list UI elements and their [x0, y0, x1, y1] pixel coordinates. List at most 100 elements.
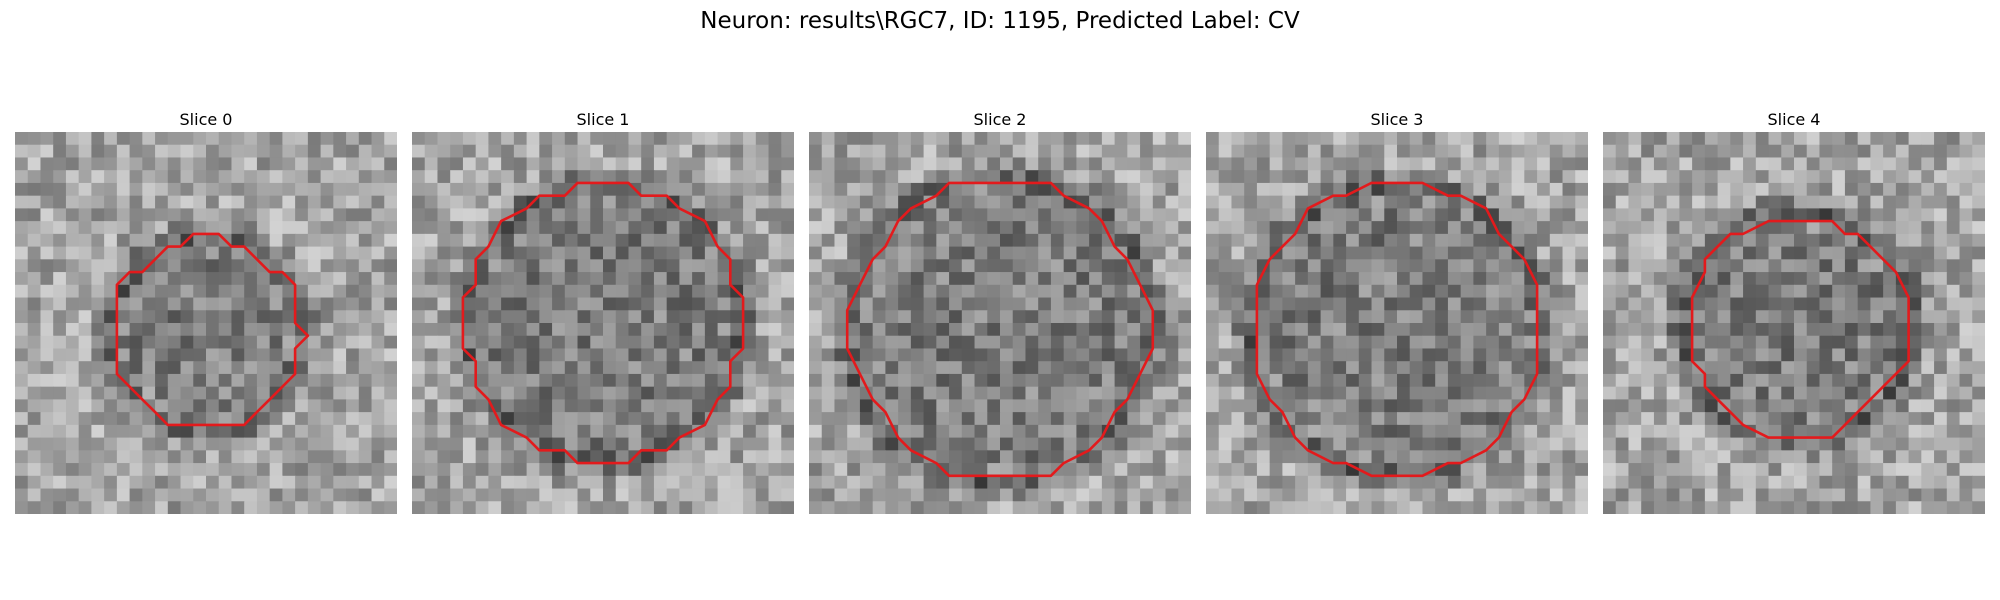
image-pixel: [53, 195, 67, 209]
image-pixel: [1537, 412, 1551, 426]
image-pixel: [821, 259, 836, 273]
image-pixel: [1063, 310, 1077, 324]
image-pixel: [1883, 233, 1897, 248]
image-pixel: [1857, 284, 1871, 299]
image-pixel: [450, 450, 464, 464]
image-pixel: [755, 208, 770, 222]
image-pixel: [987, 284, 1001, 299]
image-pixel: [513, 475, 528, 490]
image-pixel: [1025, 170, 1039, 184]
image-pixel: [1165, 373, 1179, 388]
image-pixel: [193, 297, 207, 311]
image-pixel: [936, 475, 950, 490]
image-pixel: [936, 386, 950, 400]
image-pixel: [488, 501, 502, 514]
image-pixel: [1320, 233, 1334, 248]
image-pixel: [333, 348, 347, 362]
image-pixel: [91, 284, 105, 299]
image-pixel: [628, 297, 642, 311]
image-pixel: [653, 297, 668, 311]
image-pixel: [974, 412, 988, 426]
image-pixel: [78, 246, 92, 260]
image-pixel: [653, 310, 668, 324]
image-pixel: [1704, 310, 1719, 324]
image-pixel: [40, 501, 54, 514]
image-pixel: [244, 157, 258, 171]
image-pixel: [1921, 221, 1935, 235]
image-pixel: [1012, 424, 1027, 439]
image-pixel: [552, 373, 566, 388]
image-pixel: [1653, 348, 1668, 362]
image-pixel: [666, 259, 680, 273]
image-pixel: [167, 463, 182, 477]
image-pixel: [1473, 157, 1487, 171]
image-pixel: [1781, 170, 1795, 184]
image-pixel: [847, 463, 861, 477]
image-pixel: [974, 259, 988, 273]
image-pixel: [1781, 437, 1795, 451]
image-pixel: [1972, 412, 1985, 426]
image-pixel: [768, 182, 782, 197]
image-pixel: [1870, 170, 1884, 184]
image-pixel: [1231, 501, 1245, 514]
image-pixel: [923, 488, 937, 502]
image-pixel: [231, 450, 245, 464]
image-pixel: [1320, 132, 1334, 146]
image-pixel: [949, 157, 963, 171]
image-pixel: [1832, 259, 1846, 273]
slice-title: Slice 1: [576, 110, 630, 129]
image-pixel: [730, 488, 744, 502]
image-pixel: [552, 259, 566, 273]
image-pixel: [1524, 246, 1538, 260]
image-pixel: [1921, 259, 1935, 273]
image-pixel: [65, 412, 80, 426]
image-pixel: [974, 144, 988, 159]
image-pixel: [27, 246, 42, 260]
image-pixel: [1844, 373, 1859, 388]
image-pixel: [1165, 208, 1179, 222]
image-pixel: [475, 272, 489, 286]
image-pixel: [987, 297, 1001, 311]
image-pixel: [1460, 144, 1474, 159]
image-pixel: [15, 310, 29, 324]
image-pixel: [1895, 475, 1910, 490]
image-pixel: [1178, 488, 1191, 502]
image-pixel: [679, 348, 693, 362]
image-pixel: [1537, 221, 1551, 235]
image-pixel: [412, 348, 426, 362]
image-pixel: [1692, 348, 1706, 362]
image-pixel: [142, 475, 156, 490]
image-pixel: [730, 386, 744, 400]
image-pixel: [552, 157, 566, 171]
image-pixel: [1178, 157, 1191, 171]
image-pixel: [1178, 412, 1191, 426]
image-pixel: [384, 195, 397, 209]
image-pixel: [847, 501, 861, 514]
image-pixel: [244, 361, 258, 375]
image-pixel: [1000, 323, 1014, 337]
image-pixel: [346, 323, 360, 337]
image-pixel: [768, 437, 782, 451]
image-pixel: [666, 170, 680, 184]
image-pixel: [167, 399, 182, 413]
image-pixel: [781, 310, 794, 324]
image-pixel: [1832, 437, 1846, 451]
image-pixel: [1806, 450, 1821, 464]
image-pixel: [1704, 170, 1719, 184]
image-pixel: [1231, 424, 1245, 439]
image-pixel: [142, 246, 156, 260]
image-pixel: [910, 386, 925, 400]
slice-title: Slice 3: [1370, 110, 1424, 129]
image-pixel: [666, 488, 680, 502]
image-pixel: [358, 259, 373, 273]
image-pixel: [730, 221, 744, 235]
image-pixel: [1666, 437, 1680, 451]
image-pixel: [167, 386, 182, 400]
image-pixel: [1178, 208, 1191, 222]
image-pixel: [295, 463, 309, 477]
image-pixel: [961, 221, 976, 235]
image-pixel: [1409, 132, 1424, 146]
image-pixel: [717, 437, 731, 451]
image-pixel: [256, 221, 271, 235]
image-pixel: [1358, 373, 1373, 388]
